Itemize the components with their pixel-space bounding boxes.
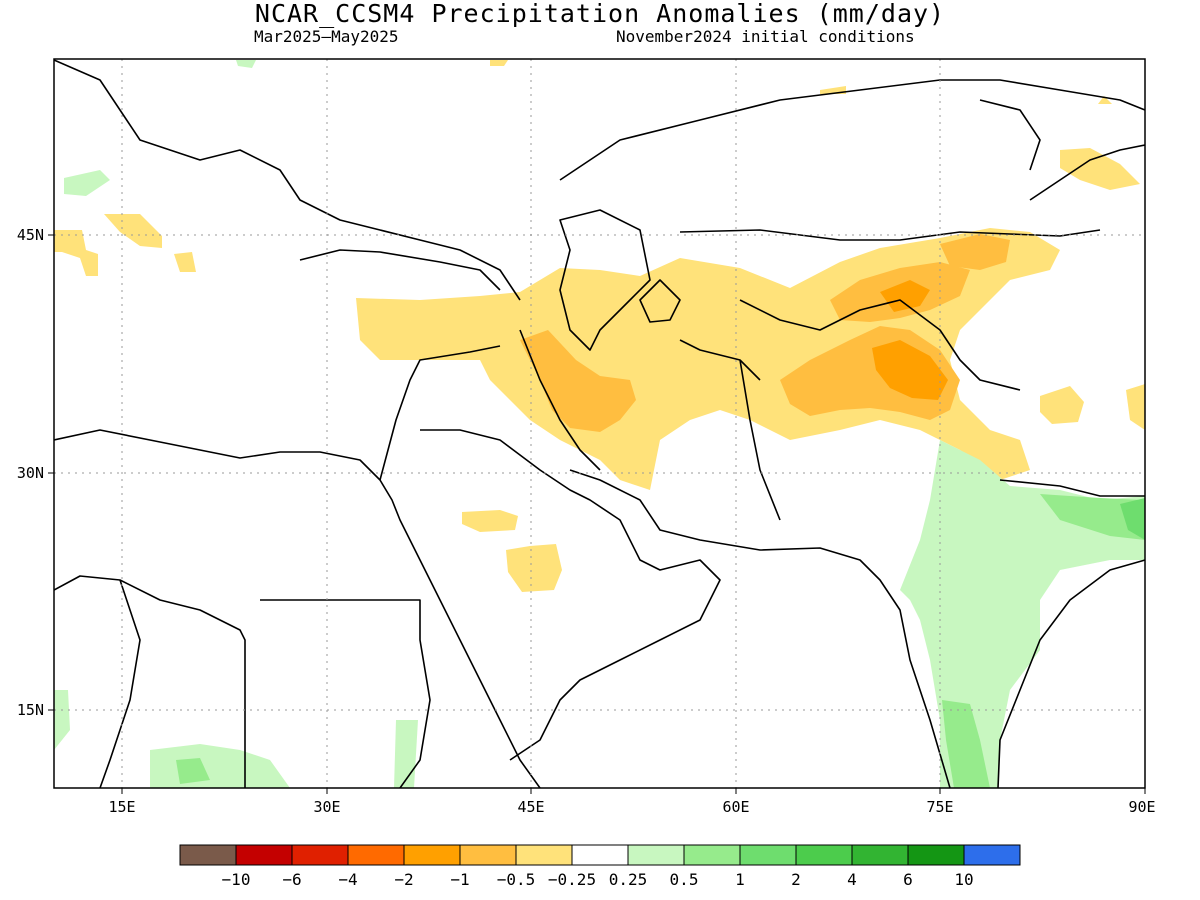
lat-label: 45N (17, 226, 44, 244)
wet-anomaly-area (236, 60, 256, 68)
colorbar-swatch (683, 844, 741, 866)
colorbar-label: −0.25 (548, 870, 596, 889)
initial-conditions: November2024 initial conditions (616, 27, 915, 46)
lon-label: 45E (517, 798, 544, 816)
colorbar-swatch (795, 844, 853, 866)
coastline (559, 209, 651, 351)
coastline (679, 339, 761, 381)
wet-anomaly-area (1040, 494, 1145, 540)
coastline (54, 575, 246, 788)
colorbar-label: −0.5 (497, 870, 536, 889)
coastline (54, 59, 521, 301)
colorbar-swatch (291, 844, 349, 866)
forecast-period: Mar2025–May2025 (254, 27, 399, 46)
dry-anomaly-area (1098, 96, 1112, 104)
dry-anomaly-area (1060, 148, 1140, 190)
colorbar-label: 0.5 (670, 870, 699, 889)
map-frame (53, 58, 1146, 789)
wet-anomaly-area (54, 690, 70, 750)
colorbar-label: −10 (222, 870, 251, 889)
wet-anomaly-area (394, 720, 418, 788)
dry-anomaly-area (54, 230, 98, 276)
coastline (99, 579, 141, 788)
map-plot-area (54, 59, 1145, 788)
dry-anomaly-area (490, 60, 508, 66)
dry-anomaly-area (506, 544, 562, 592)
lon-label: 90E (1128, 798, 1155, 816)
coastline (559, 79, 1145, 181)
colorbar-label: −2 (394, 870, 413, 889)
colorbar-swatch (851, 844, 909, 866)
coastline (979, 99, 1041, 171)
colorbar-label: 10 (954, 870, 973, 889)
dry-strong-field (872, 280, 948, 400)
colorbar-swatch (627, 844, 685, 866)
lon-label: 15E (108, 798, 135, 816)
colorbar-swatch (907, 844, 965, 866)
colorbar-swatch (515, 844, 573, 866)
colorbar-label: −6 (282, 870, 301, 889)
wet-anomaly-area (64, 170, 110, 196)
map-title: NCAR_CCSM4 Precipitation Anomalies (mm/d… (254, 0, 946, 28)
colorbar: −10 −6 −4 −2 −1 −0.5 −0.25 0.25 0.5 1 2 4 6 10 (179, 844, 1021, 889)
colorbar-swatch (179, 844, 237, 866)
colorbar-label: 2 (791, 870, 801, 889)
colorbar-swatch (347, 844, 405, 866)
colorbar-swatch (459, 844, 517, 866)
axis-ticks (48, 234, 1146, 794)
lon-label: 75E (926, 798, 953, 816)
coastline (299, 249, 501, 291)
dry-anomaly-area (520, 330, 636, 432)
dry-anomaly-area (1040, 386, 1084, 424)
coastline (54, 429, 541, 788)
colorbar-swatch (235, 844, 293, 866)
coastline (997, 559, 1145, 788)
coastline (739, 359, 781, 521)
lon-labels: 15E 30E 45E 60E 75E 90E (108, 798, 1155, 816)
coastline (1029, 144, 1145, 201)
lat-labels: 45N 30N 15N (17, 226, 44, 719)
colorbar-swatch (403, 844, 461, 866)
lat-label: 15N (17, 701, 44, 719)
colorbar-label: −1 (450, 870, 469, 889)
colorbar-label: 1 (735, 870, 745, 889)
coastline (739, 299, 1021, 391)
lon-label: 30E (313, 798, 340, 816)
wet-anomaly-area (176, 758, 210, 784)
colorbar-label: −4 (338, 870, 357, 889)
coastline (519, 329, 601, 471)
coastlines (54, 59, 1145, 788)
dry-anomaly-area (880, 280, 930, 312)
lat-label: 30N (17, 464, 44, 482)
wet-moderate-field (176, 494, 1145, 788)
wet-strong-field (1120, 498, 1145, 540)
colorbar-swatch (963, 844, 1021, 866)
dry-anomaly-area (1126, 384, 1145, 430)
colorbar-label: 0.25 (609, 870, 648, 889)
dry-anomaly-area (872, 340, 948, 400)
colorbar-swatch (571, 844, 629, 866)
colorbar-swatch (739, 844, 797, 866)
coastline (260, 599, 431, 788)
lon-label: 60E (722, 798, 749, 816)
wet-anomaly-area (1120, 498, 1145, 540)
coastline (569, 469, 951, 788)
coastline (379, 345, 501, 481)
coastline (420, 429, 721, 761)
coastline (679, 229, 1101, 241)
dry-anomaly-area (940, 234, 1010, 270)
wet-anomaly-area (900, 440, 1145, 788)
wet-anomaly-area (150, 744, 290, 788)
colorbar-label: 4 (847, 870, 857, 889)
coastline (999, 479, 1145, 497)
wet-anomaly-area (942, 700, 990, 788)
dry-anomaly-area (462, 510, 518, 532)
dry-anomaly-area (174, 252, 196, 272)
coastline (639, 279, 681, 323)
colorbar-label: 6 (903, 870, 913, 889)
graticule (54, 59, 1145, 788)
dry-anomaly-area (104, 214, 162, 248)
